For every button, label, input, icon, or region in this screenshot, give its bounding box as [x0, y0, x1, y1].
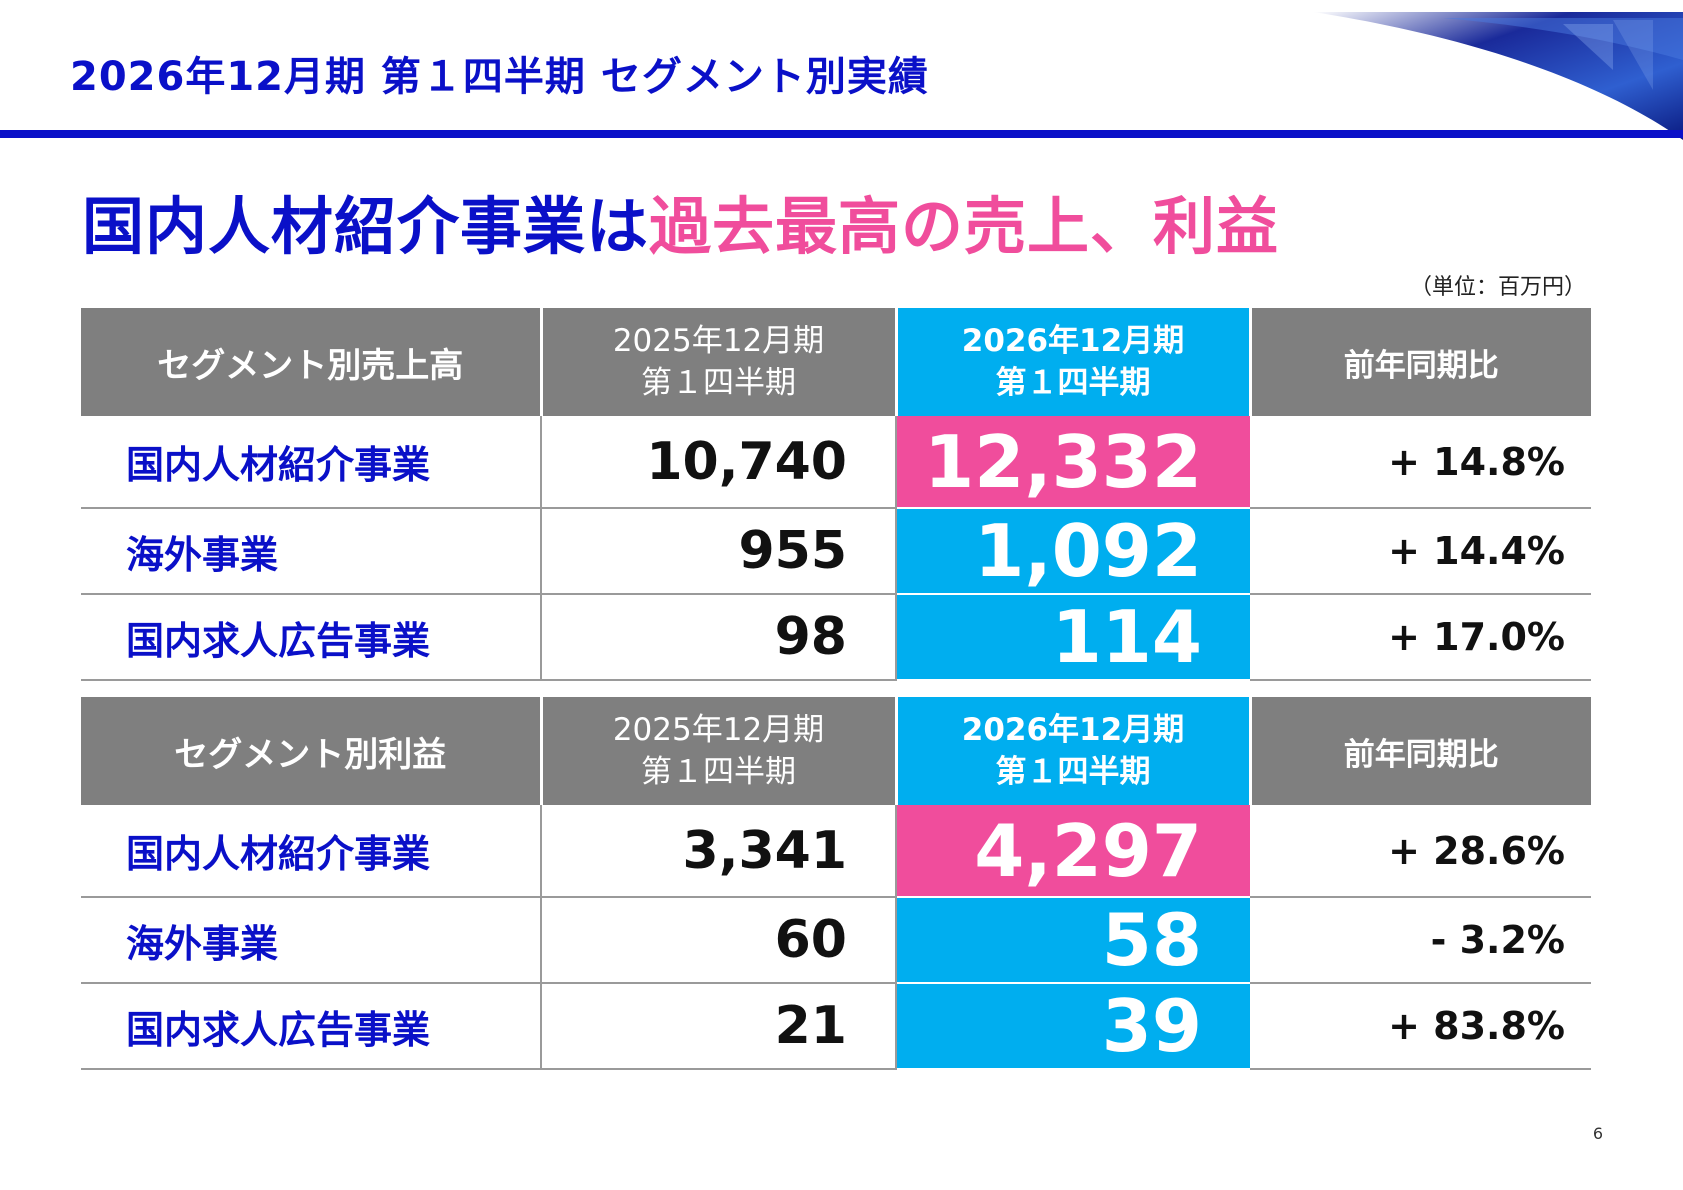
profit-header-curr-line2: 第１四半期 — [995, 754, 1151, 790]
page-title: 2026年12月期 第１四半期 セグメント別実績 — [70, 54, 929, 100]
profit-header-prev-line1: 2025年12月期 — [612, 712, 825, 748]
header-rule — [0, 130, 1683, 138]
sales-header-prev-period: 2025年12月期 第１四半期 — [541, 308, 898, 416]
curr-value: 1,092 — [896, 508, 1250, 595]
curr-value: 12,332 — [896, 416, 1250, 509]
yoy-value: + 17.0% — [1250, 594, 1591, 681]
curr-value: 39 — [896, 983, 1250, 1070]
profit-header-curr-line1: 2026年12月期 — [961, 712, 1185, 748]
sales-header-curr-line2: 第１四半期 — [995, 365, 1151, 401]
prev-value: 98 — [541, 594, 897, 681]
prev-value: 3,341 — [541, 805, 897, 898]
prev-value: 10,740 — [541, 416, 897, 509]
curr-value: 4,297 — [896, 805, 1250, 898]
curr-value: 114 — [896, 594, 1250, 681]
segment-name: 国内人材紹介事業 — [81, 416, 542, 509]
sales-header-prev-line2: 第１四半期 — [641, 365, 796, 401]
table-row: 海外事業 955 1,092 + 14.4% — [81, 508, 1591, 595]
sales-table: セグメント別売上高 2025年12月期 第１四半期 2026年12月期 第１四半… — [81, 308, 1591, 681]
headline-blue: 国内人材紹介事業は — [82, 190, 650, 263]
table-row: 国内求人広告事業 21 39 + 83.8% — [81, 983, 1591, 1070]
table-row: 海外事業 60 58 - 3.2% — [81, 897, 1591, 984]
prev-value: 21 — [541, 983, 897, 1070]
table-row: 国内求人広告事業 98 114 + 17.0% — [81, 594, 1591, 681]
profit-header-prev-line2: 第１四半期 — [641, 754, 796, 790]
sales-header-label: セグメント別売上高 — [81, 308, 543, 416]
table-row: 国内人材紹介事業 3,341 4,297 + 28.6% — [81, 805, 1591, 898]
sales-header-yoy: 前年同期比 — [1250, 308, 1591, 416]
yoy-value: + 14.4% — [1250, 508, 1591, 595]
sales-header-curr-period: 2026年12月期 第１四半期 — [896, 308, 1252, 416]
prev-value: 60 — [541, 897, 897, 984]
yoy-value: + 83.8% — [1250, 983, 1591, 1070]
yoy-value: + 28.6% — [1250, 805, 1591, 898]
profit-header-label: セグメント別利益 — [81, 697, 543, 805]
yoy-value: - 3.2% — [1250, 897, 1591, 984]
profit-header-curr-period: 2026年12月期 第１四半期 — [896, 697, 1252, 805]
profit-table-header: セグメント別利益 2025年12月期 第１四半期 2026年12月期 第１四半期… — [81, 697, 1591, 805]
profit-header-prev-period: 2025年12月期 第１四半期 — [541, 697, 898, 805]
segment-name: 海外事業 — [81, 508, 542, 595]
profit-header-yoy: 前年同期比 — [1250, 697, 1591, 805]
segment-name: 海外事業 — [81, 897, 542, 984]
sales-header-prev-line1: 2025年12月期 — [612, 323, 825, 359]
yoy-value: + 14.8% — [1250, 416, 1591, 509]
segment-name: 国内求人広告事業 — [81, 983, 542, 1070]
corner-decoration — [1313, 12, 1683, 140]
profit-table: セグメント別利益 2025年12月期 第１四半期 2026年12月期 第１四半期… — [81, 697, 1591, 1070]
headline: 国内人材紹介事業は過去最高の売上、利益 — [82, 176, 1279, 266]
segment-name: 国内人材紹介事業 — [81, 805, 542, 898]
segment-name: 国内求人広告事業 — [81, 594, 542, 681]
prev-value: 955 — [541, 508, 897, 595]
headline-pink: 過去最高の売上、利益 — [649, 190, 1280, 263]
curr-value: 58 — [896, 897, 1250, 984]
table-row: 国内人材紹介事業 10,740 12,332 + 14.8% — [81, 416, 1591, 509]
sales-table-header: セグメント別売上高 2025年12月期 第１四半期 2026年12月期 第１四半… — [81, 308, 1591, 416]
page-number: 6 — [1592, 1124, 1603, 1143]
sales-header-curr-line1: 2026年12月期 — [961, 323, 1185, 359]
unit-note: （単位：百万円） — [1409, 275, 1586, 300]
